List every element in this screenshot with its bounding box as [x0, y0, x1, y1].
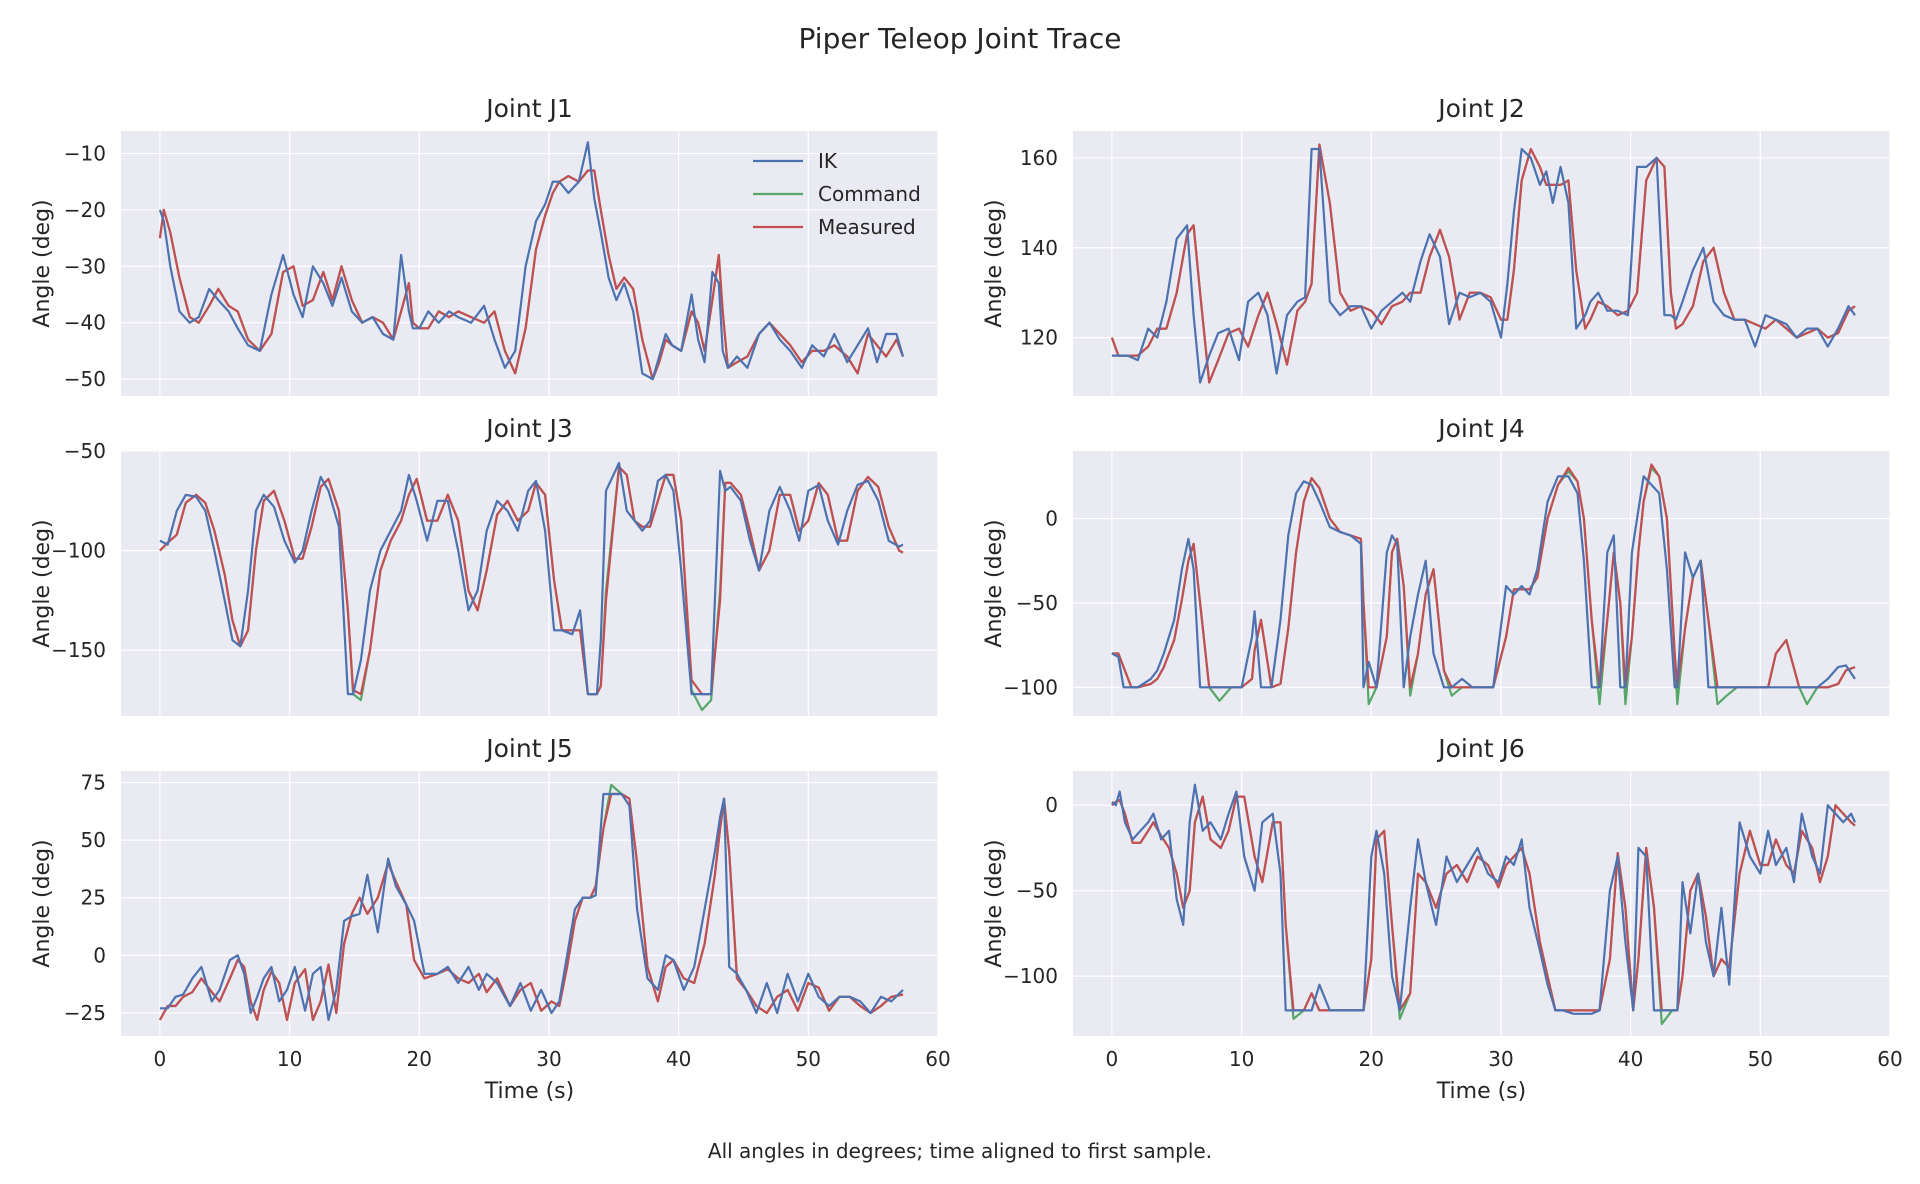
y-tick-label: 50: [81, 828, 106, 852]
y-tick-label: −10: [64, 142, 106, 166]
y-tick-label: 0: [1045, 507, 1058, 531]
joint-j6-series-group: [1111, 783, 1857, 1026]
joint-j2-ik-line: [1111, 147, 1856, 384]
x-tick-label: 10: [277, 1047, 302, 1071]
y-tick-label: 160: [1020, 146, 1058, 170]
y-tick-label: 0: [1045, 793, 1058, 817]
y-tick-label: −50: [1016, 591, 1058, 615]
joint-j3-plot-area: [121, 451, 938, 716]
joint-j4-ik-line: [1111, 475, 1856, 689]
joint-j3-panel: −150 −100 −50 Joint J3 Angle (deg): [30, 414, 939, 716]
y-tick-label: −100: [51, 539, 106, 563]
y-tick-label: −50: [64, 439, 106, 463]
joint-j3-ik-line: [159, 461, 904, 696]
x-tick-label: 0: [154, 1047, 167, 1071]
joint-j6-y-axis-label: Angle (deg): [982, 839, 1007, 967]
legend: IK Command Measured: [753, 149, 921, 239]
x-tick-label: 40: [666, 1047, 691, 1071]
joint-j5-panel: 0 10 20 30 40 50 60 −25 0 25 50 75 Joint J5 Angle (de…: [30, 734, 951, 1104]
joint-j3-y-axis-label: Angle (deg): [30, 519, 55, 647]
x-tick-label: 10: [1229, 1047, 1254, 1071]
joint-j1-series-group: [158, 141, 905, 381]
x-tick-label: 20: [1359, 1047, 1384, 1071]
joint-j6-x-axis-label: Time (s): [1436, 1079, 1526, 1104]
y-tick-label: −50: [64, 367, 106, 391]
joint-j2-plot-area: [1073, 131, 1890, 396]
joint-j2-y-axis-label: Angle (deg): [982, 199, 1007, 327]
y-tick-label: −150: [51, 638, 106, 662]
joint-j6-title: Joint J6: [1436, 734, 1525, 763]
joint-j2-measured-line: [1110, 143, 1856, 384]
joint-j4-series-group: [1111, 463, 1856, 706]
joint-j6-panel: 0 10 20 30 40 50 60 −100 −50 0 Joint J6 Angle (deg)…: [982, 734, 1903, 1104]
legend-label-command: Command: [818, 182, 921, 206]
joint-j3-title: Joint J3: [484, 414, 573, 443]
x-tick-label: 50: [1748, 1047, 1773, 1071]
joint-j4-plot-area: [1073, 451, 1890, 716]
y-tick-label: −40: [64, 311, 106, 335]
panels: −50 −40 −30 −20 −10 Joint J1 Angle (deg) IK Comm…: [30, 94, 1903, 1104]
x-tick-label: 60: [1877, 1047, 1902, 1071]
y-tick-label: 25: [81, 886, 106, 910]
joint-j1-panel: −50 −40 −30 −20 −10 Joint J1 Angle (deg) IK Comm…: [30, 94, 939, 396]
y-tick-label: −100: [1003, 675, 1058, 699]
joint-j3-series-group: [159, 461, 904, 712]
y-tick-label: 120: [1020, 326, 1058, 350]
joint-j6-ik-line: [1111, 783, 1857, 1015]
joint-j5-series-group: [158, 783, 904, 1021]
y-tick-label: 75: [81, 771, 106, 795]
joint-j6-plot-area: [1073, 771, 1890, 1036]
joint-j5-ik-line: [159, 792, 904, 1021]
joint-j1-title: Joint J1: [484, 94, 573, 123]
y-tick-label: −25: [64, 1001, 106, 1025]
legend-label-ik: IK: [818, 149, 838, 173]
y-tick-label: 140: [1020, 236, 1058, 260]
x-tick-label: 20: [407, 1047, 432, 1071]
joint-j2-series-group: [1110, 143, 1856, 384]
y-tick-label: −30: [64, 254, 106, 278]
y-tick-label: −20: [64, 198, 106, 222]
joint-j1-ik-line: [158, 141, 905, 381]
y-tick-label: −100: [1003, 964, 1058, 988]
joint-j5-y-axis-label: Angle (deg): [30, 839, 55, 967]
joint-j4-title: Joint J4: [1436, 414, 1525, 443]
legend-label-measured: Measured: [818, 215, 916, 239]
x-tick-label: 50: [796, 1047, 821, 1071]
x-tick-label: 0: [1106, 1047, 1119, 1071]
joint-j2-title: Joint J2: [1436, 94, 1525, 123]
joint-j5-plot-area: [121, 771, 938, 1036]
joint-j5-x-axis-label: Time (s): [484, 1079, 574, 1104]
x-tick-label: 30: [1488, 1047, 1513, 1071]
joint-j1-plot-area: [121, 131, 938, 396]
joint-j5-title: Joint J5: [484, 734, 573, 763]
joint-j1-y-axis-label: Angle (deg): [30, 199, 55, 327]
x-tick-label: 30: [536, 1047, 561, 1071]
y-tick-label: −50: [1016, 879, 1058, 903]
y-tick-label: 0: [93, 943, 106, 967]
figure-title: Piper Teleop Joint Trace: [799, 22, 1122, 55]
joint-j4-panel: −100 −50 0 Joint J4 Angle (deg): [982, 414, 1891, 716]
footnote: All angles in degrees; time aligned to f…: [708, 1139, 1212, 1163]
joint-j2-panel: 120 140 160 Joint J2 Angle (deg): [982, 94, 1891, 396]
joint-j4-y-axis-label: Angle (deg): [982, 519, 1007, 647]
x-tick-label: 60: [925, 1047, 950, 1071]
x-tick-label: 40: [1618, 1047, 1643, 1071]
joint-j3-measured-line: [159, 465, 904, 696]
